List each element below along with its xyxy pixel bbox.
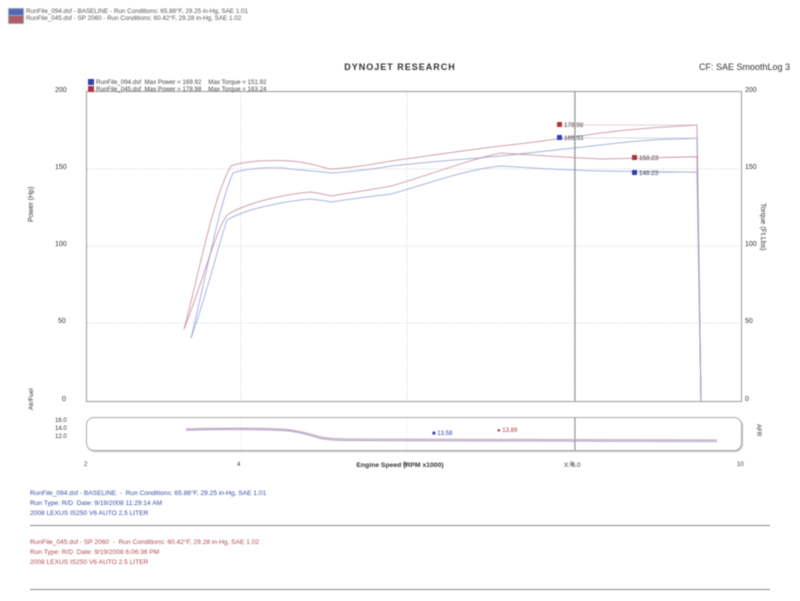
svg-text:148.23: 148.23 — [639, 170, 659, 177]
svg-text:169.93: 169.93 — [564, 135, 584, 142]
svg-text:178.98: 178.98 — [564, 122, 584, 129]
svg-text:158.23: 158.23 — [639, 155, 659, 162]
